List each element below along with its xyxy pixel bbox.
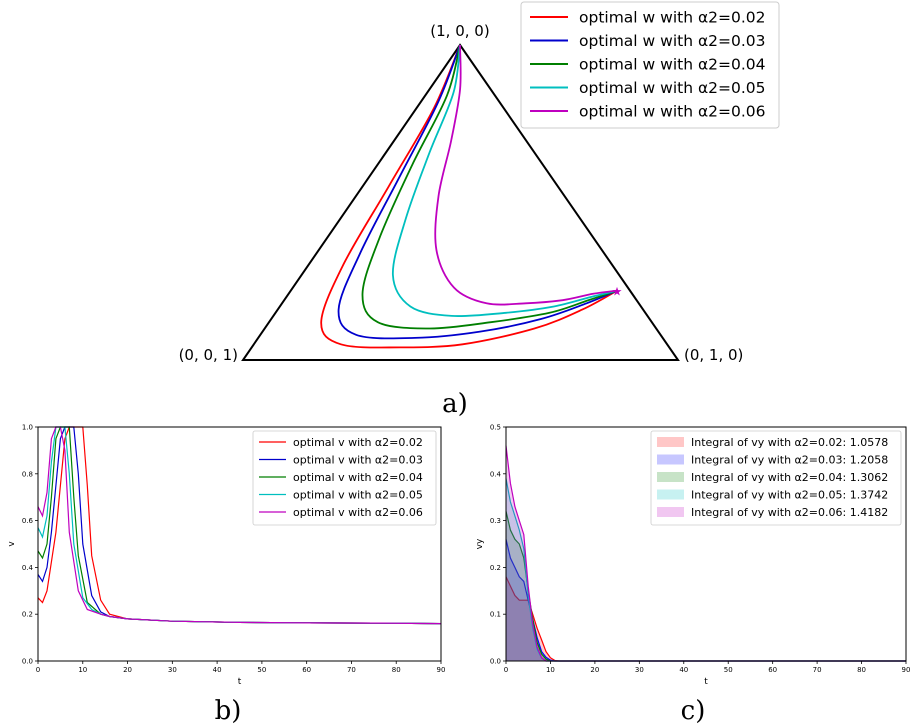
legend-label: optimal v with α2=0.05 [293, 489, 423, 502]
x-tick-label: 60 [768, 666, 777, 674]
legend-label: Integral of vy with α2=0.04: 1.3062 [691, 471, 888, 484]
x-tick-label: 30 [168, 666, 177, 674]
legend-label: optimal v with α2=0.04 [293, 471, 423, 484]
x-tick-label: 60 [302, 666, 311, 674]
x-tick-label: 50 [257, 666, 266, 674]
trajectory-line [361, 44, 618, 330]
legend-label: optimal w with α2=0.05 [579, 79, 766, 97]
panel-label-c: c) [681, 696, 706, 726]
legend-label: Integral of vy with α2=0.03: 1.2058 [691, 454, 888, 467]
x-tick-label: 80 [392, 666, 401, 674]
legend-label: optimal v with α2=0.02 [293, 436, 423, 449]
x-tick-label: 10 [546, 666, 555, 674]
y-tick-label: 0.0 [22, 658, 33, 666]
ternary-plot-a: (1, 0, 0) (0, 0, 1) (0, 1, 0) ★ optimal w wi… [179, 1, 780, 364]
legend-swatch [657, 472, 684, 482]
y-tick-label: 0.8 [22, 470, 33, 478]
y-axis-label: v [7, 541, 17, 547]
x-tick-label: 70 [347, 666, 356, 674]
legend-label: optimal w with α2=0.04 [579, 56, 766, 74]
x-tick-label: 50 [724, 666, 733, 674]
area-fill [506, 539, 906, 661]
y-tick-label: 0.0 [490, 658, 501, 666]
y-tick-label: 0.2 [490, 564, 501, 572]
x-tick-label: 30 [635, 666, 644, 674]
panel-label-b: b) [215, 696, 242, 726]
y-tick-label: 0.4 [22, 564, 34, 572]
x-tick-label: 90 [902, 666, 910, 674]
axes-frame [505, 426, 907, 662]
area-outline [505, 445, 906, 662]
legend-box [252, 430, 437, 526]
y-tick-label: 0.1 [490, 611, 501, 619]
y-tick-label: 0.5 [490, 424, 501, 432]
legend-label: optimal v with α2=0.03 [293, 454, 423, 467]
legend-swatch [657, 489, 684, 500]
legend-box [650, 430, 902, 526]
area-fill [506, 511, 906, 661]
legend-box [520, 1, 780, 129]
end-point-star: ★ [612, 285, 623, 299]
legend-swatch [657, 454, 684, 465]
legend-label: Integral of vy with α2=0.05: 1.3742 [691, 489, 888, 502]
y-tick-label: 1.0 [22, 424, 33, 432]
x-tick-label: 20 [590, 666, 599, 674]
x-tick-label: 40 [679, 666, 688, 674]
y-tick-label: 0.3 [490, 517, 501, 525]
x-tick-label: 80 [857, 666, 866, 674]
trajectory-line [337, 44, 618, 340]
legend-swatch [657, 437, 684, 447]
legend-label: optimal v with α2=0.06 [293, 506, 423, 519]
vertex-label: (0, 0, 1) [179, 346, 238, 364]
trajectory-line [391, 44, 618, 318]
vertex-label: (0, 1, 0) [684, 346, 743, 364]
trajectory-line [320, 44, 618, 349]
area-fill [506, 576, 906, 661]
x-tick-label: 10 [78, 666, 87, 674]
vertex-label: (1, 0, 0) [430, 22, 489, 40]
legend-label: Integral of vy with α2=0.02: 1.0578 [691, 436, 888, 449]
y-tick-label: 0.2 [22, 611, 33, 619]
axes-frame [37, 426, 442, 662]
y-tick-label: 0.6 [22, 517, 34, 525]
panel-label-a: a) [442, 389, 468, 419]
line-plot-b: 0 10 20 30 40 50 60 70 80 90 0.0 0.2 0.4 0.6 0.8 1.0 t v o… [7, 424, 445, 688]
x-axis-label: t [704, 677, 708, 687]
y-tick-label: 0.4 [490, 470, 502, 478]
area-outline [505, 511, 906, 662]
x-axis-label: t [238, 677, 242, 687]
x-tick-label: 0 [504, 666, 508, 674]
x-tick-label: 20 [123, 666, 132, 674]
simplex-triangle [241, 43, 680, 361]
x-tick-label: 90 [437, 666, 446, 674]
legend-label: optimal w with α2=0.02 [579, 9, 766, 27]
legend-swatch [657, 507, 684, 517]
area-outline [505, 539, 906, 662]
x-tick-label: 70 [813, 666, 822, 674]
area-plot-c: 0 10 20 30 40 50 60 70 80 90 0.0 0.1 0.2 0.3 0.4 0.5 t vy… [475, 424, 910, 688]
legend-label: optimal w with α2=0.03 [579, 32, 766, 50]
y-axis-label: vy [475, 538, 485, 549]
series-line [37, 426, 442, 625]
trajectory-line [434, 44, 618, 306]
legend-label: Integral of vy with α2=0.06: 1.4182 [691, 506, 888, 519]
x-tick-label: 40 [213, 666, 222, 674]
x-tick-label: 0 [36, 666, 40, 674]
area-outline [505, 576, 906, 662]
legend-label: optimal w with α2=0.06 [579, 103, 766, 121]
